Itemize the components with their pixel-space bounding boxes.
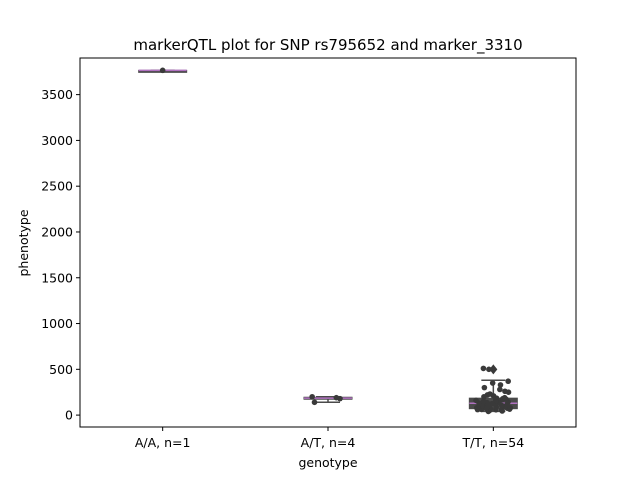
y-tick-label: 1500 (41, 270, 73, 285)
data-point (473, 397, 479, 404)
data-point (159, 67, 166, 74)
x-tick-label: T/T, n=54 (461, 435, 524, 450)
data-point (311, 399, 318, 406)
y-tick-label: 3500 (41, 87, 73, 102)
data-point (487, 391, 493, 397)
data-point (505, 378, 511, 385)
x-tick-label: A/T, n=4 (301, 435, 356, 450)
y-tick-label: 3000 (41, 133, 73, 148)
data-point (480, 365, 487, 372)
data-point (309, 393, 315, 400)
data-point (481, 384, 488, 391)
box-group (138, 67, 188, 74)
y-tick-label: 2500 (41, 179, 73, 194)
plot-area (138, 67, 518, 415)
y-tick-label: 500 (49, 362, 73, 377)
outlier-point (489, 364, 498, 375)
data-point (502, 388, 508, 395)
y-tick-label: 1000 (41, 316, 73, 331)
x-tick-label: A/A, n=1 (135, 435, 191, 450)
plot-frame (79, 57, 577, 428)
x-axis-label: genotype (298, 455, 357, 470)
data-point (498, 407, 505, 413)
y-axis: 0 500 1000 1500 2000 2500 3000 3500 (41, 87, 80, 423)
y-tick-label: 2000 (41, 224, 73, 239)
data-point (497, 382, 504, 388)
chart-title: markerQTL plot for SNP rs795652 and mark… (133, 36, 522, 55)
box-group (303, 393, 353, 406)
data-point (486, 366, 492, 373)
y-tick-label: 0 (65, 408, 73, 423)
x-axis: A/A, n=1 A/T, n=4 T/T, n=54 (135, 427, 524, 450)
y-axis-label: phenotype (16, 209, 31, 276)
data-point (333, 394, 340, 401)
data-point (497, 386, 503, 393)
box-group (468, 364, 518, 415)
data-point (501, 394, 508, 401)
data-point (480, 398, 487, 405)
data-point (489, 380, 496, 386)
